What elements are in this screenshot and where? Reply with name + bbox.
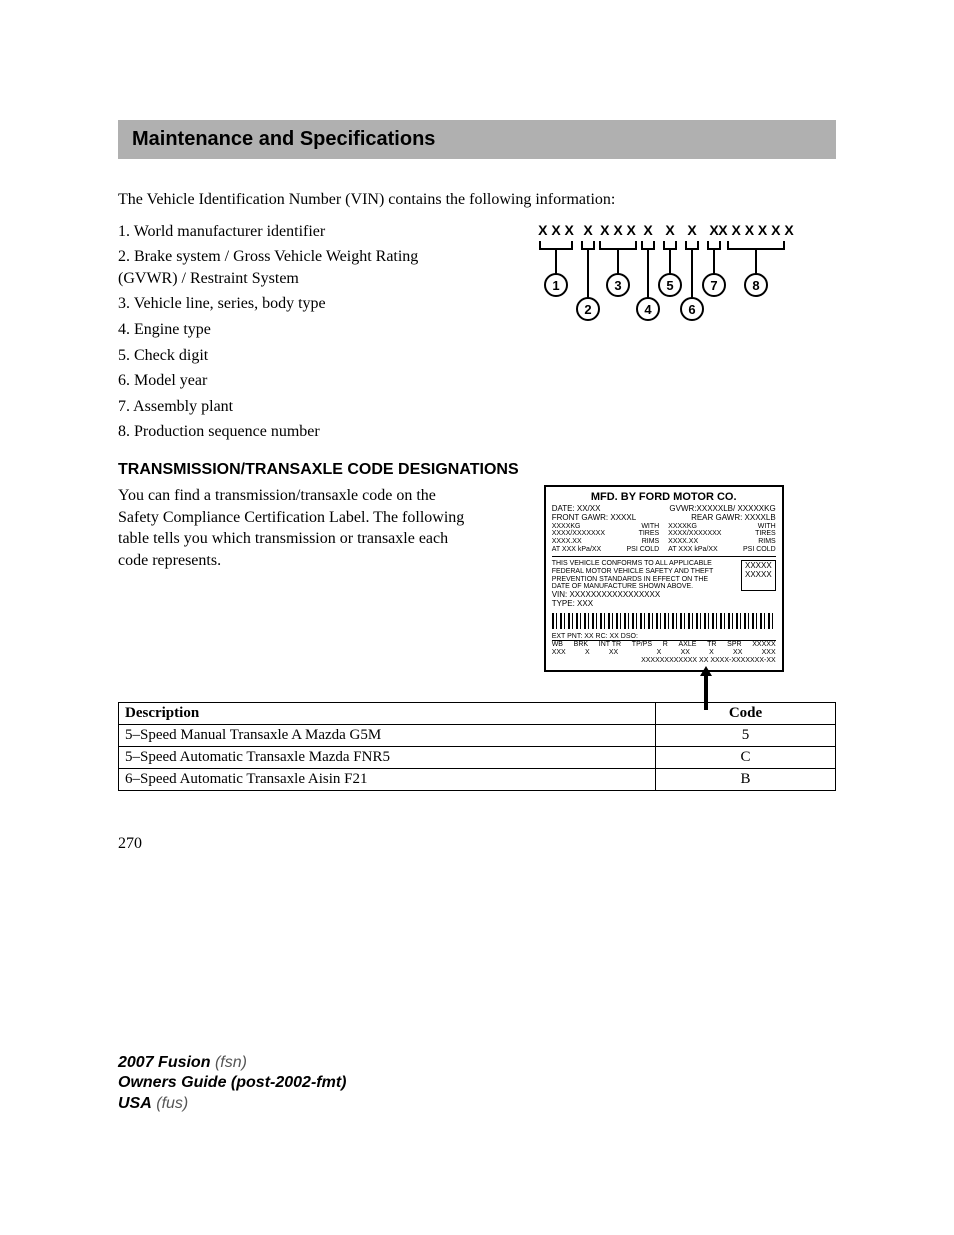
svg-text:2: 2 [584, 302, 591, 317]
footer-model-code: (fsn) [215, 1054, 247, 1071]
footer-region-code: (fus) [156, 1095, 188, 1112]
svg-text:X X X: X X X [538, 222, 574, 238]
pointer-arrow-icon [696, 666, 716, 710]
table-row: 5–Speed Manual Transaxle A Mazda G5M 5 [119, 725, 836, 747]
svg-text:6: 6 [688, 302, 695, 317]
vin-item: 4. Engine type [118, 319, 471, 341]
svg-text:X: X [583, 222, 593, 238]
col-code: Code [656, 703, 836, 725]
vin-item: 5. Check digit [118, 345, 471, 367]
banner-title: Maintenance and Specifications [132, 128, 822, 151]
intro-text: The Vehicle Identification Number (VIN) … [118, 189, 836, 211]
footer-guide: Owners Guide (post-2002-fmt) [118, 1074, 346, 1091]
svg-text:8: 8 [752, 278, 759, 293]
certification-label: MFD. BY FORD MOTOR CO. DATE: XX/XX GVWR:… [544, 485, 784, 673]
barcode [552, 613, 776, 629]
label-front-gawr: FRONT GAWR: XXXXL [552, 514, 636, 523]
vin-item: 8. Production sequence number [118, 421, 471, 443]
section-banner: Maintenance and Specifications [118, 120, 836, 159]
svg-text:4: 4 [644, 302, 652, 317]
transmission-codes-table: Description Code 5–Speed Manual Transaxl… [118, 702, 836, 791]
page-number: 270 [118, 835, 836, 853]
vin-item: 6. Model year [118, 370, 471, 392]
footer-model: 2007 Fusion [118, 1054, 210, 1071]
footer-region: USA [118, 1095, 152, 1112]
vin-item: 2. Brake system / Gross Vehicle Weight R… [118, 246, 471, 289]
svg-text:3: 3 [614, 278, 621, 293]
svg-text:X X X X X X: X X X X X X [718, 222, 794, 238]
label-compliance: THIS VEHICLE CONFORMS TO ALL APPLICABLE … [552, 560, 720, 591]
svg-text:X: X [643, 222, 653, 238]
vin-diagram-svg: X X X X X X X X X X X X X X X X X [534, 221, 794, 331]
vin-diagram: X X X X X X X X X X X X X X X X X [491, 221, 836, 447]
svg-text:7: 7 [710, 278, 717, 293]
label-title: MFD. BY FORD MOTOR CO. [552, 491, 776, 503]
section-body: You can find a transmission/transaxle co… [118, 485, 471, 571]
svg-text:X: X [687, 222, 697, 238]
col-description: Description [119, 703, 656, 725]
label-rear-gawr: REAR GAWR: XXXXLB [691, 514, 776, 523]
table-row: 5–Speed Automatic Transaxle Mazda FNR5 C [119, 747, 836, 769]
vin-item: 7. Assembly plant [118, 396, 471, 418]
svg-text:5: 5 [666, 278, 673, 293]
vin-item: 3. Vehicle line, series, body type [118, 293, 471, 315]
footer: 2007 Fusion (fsn) Owners Guide (post-200… [118, 1053, 346, 1115]
section-heading: TRANSMISSION/TRANSAXLE CODE DESIGNATIONS [118, 461, 836, 479]
svg-text:X X X: X X X [600, 222, 636, 238]
svg-text:1: 1 [552, 278, 559, 293]
table-row: 6–Speed Automatic Transaxle Aisin F21 B [119, 769, 836, 791]
table-header-row: Description Code [119, 703, 836, 725]
vin-item: 1. World manufacturer identifier [118, 221, 471, 243]
label-type: TYPE: XXX [552, 600, 776, 609]
vin-list: 1. World manufacturer identifier 2. Brak… [118, 221, 471, 447]
svg-text:X: X [665, 222, 675, 238]
